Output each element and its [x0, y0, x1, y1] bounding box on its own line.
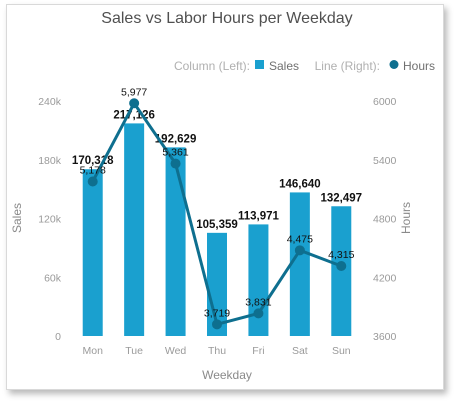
sales-data-label: 192,629: [155, 133, 197, 145]
right-axis-title: Hours: [399, 202, 413, 234]
sales-data-label: 105,359: [196, 219, 238, 231]
right-tick-label: 4800: [373, 214, 397, 226]
x-tick-label: Sat: [292, 345, 308, 357]
right-tick-label: 5400: [373, 155, 397, 167]
legend-hours-marker: [389, 60, 399, 69]
sales-bar: [124, 123, 145, 336]
x-tick-label: Mon: [82, 345, 103, 357]
legend-sales-name: Sales: [269, 59, 299, 73]
x-tick-label: Wed: [165, 345, 187, 357]
legend-column-label: Column (Left):: [174, 59, 250, 73]
right-axis-ticks: 3600 4200 4800 5400 6000: [373, 96, 397, 343]
sales-bar: [165, 147, 186, 336]
hours-point: [212, 319, 222, 330]
hours-point: [294, 245, 305, 256]
hours-data-label: 4,475: [287, 233, 313, 245]
legend-hours-name: Hours: [403, 59, 435, 73]
hours-point: [336, 260, 347, 271]
hours-data-label: 3,719: [204, 307, 230, 319]
x-tick-label: Fri: [252, 345, 264, 357]
sales-bar: [289, 192, 310, 336]
left-tick-label: 60k: [44, 272, 62, 284]
left-tick-label: 180k: [38, 155, 62, 167]
hours-data-label: 4,315: [328, 249, 354, 261]
left-tick-label: 240k: [38, 96, 62, 108]
sales-data-labels: 170,318217,126192,629105,359113,971146,6…: [72, 109, 362, 230]
hours-data-label: 3,831: [245, 296, 271, 308]
legend: Column (Left): Sales Line (Right): Hours: [174, 59, 435, 73]
left-tick-label: 0: [55, 331, 61, 343]
chart-title: Sales vs Labor Hours per Weekday: [101, 10, 352, 27]
hours-data-labels: 5,178 5,977 5,361 3,719 3,831 4,475 4,315: [80, 86, 355, 319]
x-axis-title: Weekday: [202, 368, 252, 382]
left-axis-ticks: 0 60k 120k 180k 240k: [38, 96, 62, 343]
x-tick-label: Sun: [332, 345, 351, 357]
hours-point: [129, 98, 140, 109]
left-axis-title: Sales: [10, 203, 24, 233]
right-tick-label: 3600: [373, 331, 397, 343]
sales-data-label: 113,971: [238, 210, 280, 222]
hours-point: [253, 308, 264, 319]
left-tick-label: 120k: [38, 214, 62, 226]
hours-point: [170, 158, 181, 169]
sales-bar: [331, 206, 352, 336]
sales-bar: [82, 169, 103, 336]
hours-line: [87, 98, 347, 330]
sales-data-label: 146,640: [279, 178, 321, 190]
sales-data-label: 217,126: [113, 109, 155, 121]
x-tick-label: Thu: [208, 345, 226, 357]
x-axis-ticks: Mon Tue Wed Thu Fri Sat Sun: [82, 345, 350, 357]
hours-point: [87, 176, 98, 187]
sales-bar: [248, 224, 269, 336]
legend-line-label: Line (Right):: [315, 59, 380, 73]
right-tick-label: 6000: [373, 96, 397, 108]
hours-data-label: 5,361: [162, 147, 188, 159]
x-tick-label: Tue: [125, 345, 143, 357]
sales-data-label: 132,497: [320, 192, 362, 204]
hours-data-label: 5,977: [121, 86, 147, 98]
hours-data-label: 5,178: [80, 164, 106, 176]
legend-sales-swatch: [255, 60, 264, 69]
right-tick-label: 4200: [373, 272, 397, 284]
